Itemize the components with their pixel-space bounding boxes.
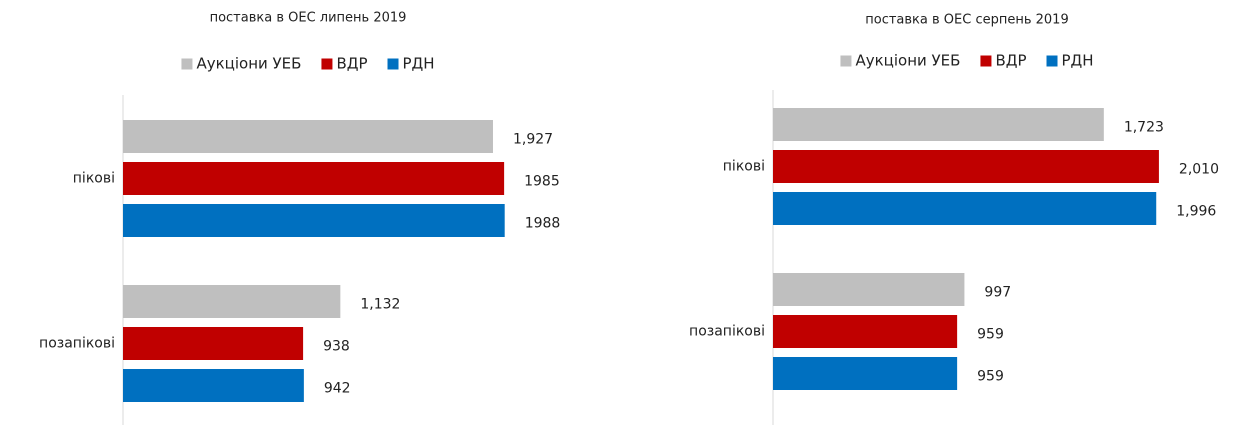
category-label: пікові (73, 171, 115, 187)
legend-label: РДН (403, 55, 435, 73)
data-label: 1,132 (360, 297, 400, 313)
data-label: 959 (977, 327, 1004, 343)
legend-swatch (980, 55, 992, 67)
bar (773, 357, 958, 390)
bar (123, 162, 505, 195)
data-label: 1988 (525, 216, 561, 232)
data-label: 959 (977, 369, 1004, 385)
legend-swatch (1046, 55, 1058, 67)
bar (123, 369, 304, 402)
legend-swatch (840, 55, 852, 67)
legend-swatch (387, 58, 399, 70)
legend-label: Аукціони УЕБ (196, 55, 301, 73)
data-label: 997 (984, 285, 1011, 301)
bar (123, 204, 505, 237)
legend-label: РДН (1062, 52, 1094, 70)
legend-label: ВДР (336, 55, 367, 73)
bar (773, 108, 1104, 141)
bar (123, 120, 493, 153)
data-label: 1,723 (1124, 120, 1164, 136)
legend-label: Аукціони УЕБ (855, 52, 960, 70)
legend-swatch (321, 58, 333, 70)
legend-swatch (181, 58, 193, 70)
bar (773, 315, 958, 348)
chart-title: поставка в ОЕС липень 2019 (210, 11, 407, 26)
chart-title: поставка в ОЕС серпень 2019 (865, 13, 1068, 28)
bar (773, 192, 1157, 225)
legend-label: ВДР (995, 52, 1026, 70)
category-label: пікові (723, 159, 765, 175)
data-label: 942 (324, 381, 351, 397)
category-label: позапікові (39, 336, 115, 352)
data-label: 1,927 (513, 132, 553, 148)
data-label: 1985 (524, 174, 560, 190)
data-label: 2,010 (1179, 162, 1219, 178)
bar (123, 327, 304, 360)
bar (123, 285, 341, 318)
data-label: 1,996 (1176, 204, 1216, 220)
bar (773, 150, 1159, 183)
category-label: позапікові (689, 324, 765, 340)
data-label: 938 (323, 339, 350, 355)
bar (773, 273, 965, 306)
